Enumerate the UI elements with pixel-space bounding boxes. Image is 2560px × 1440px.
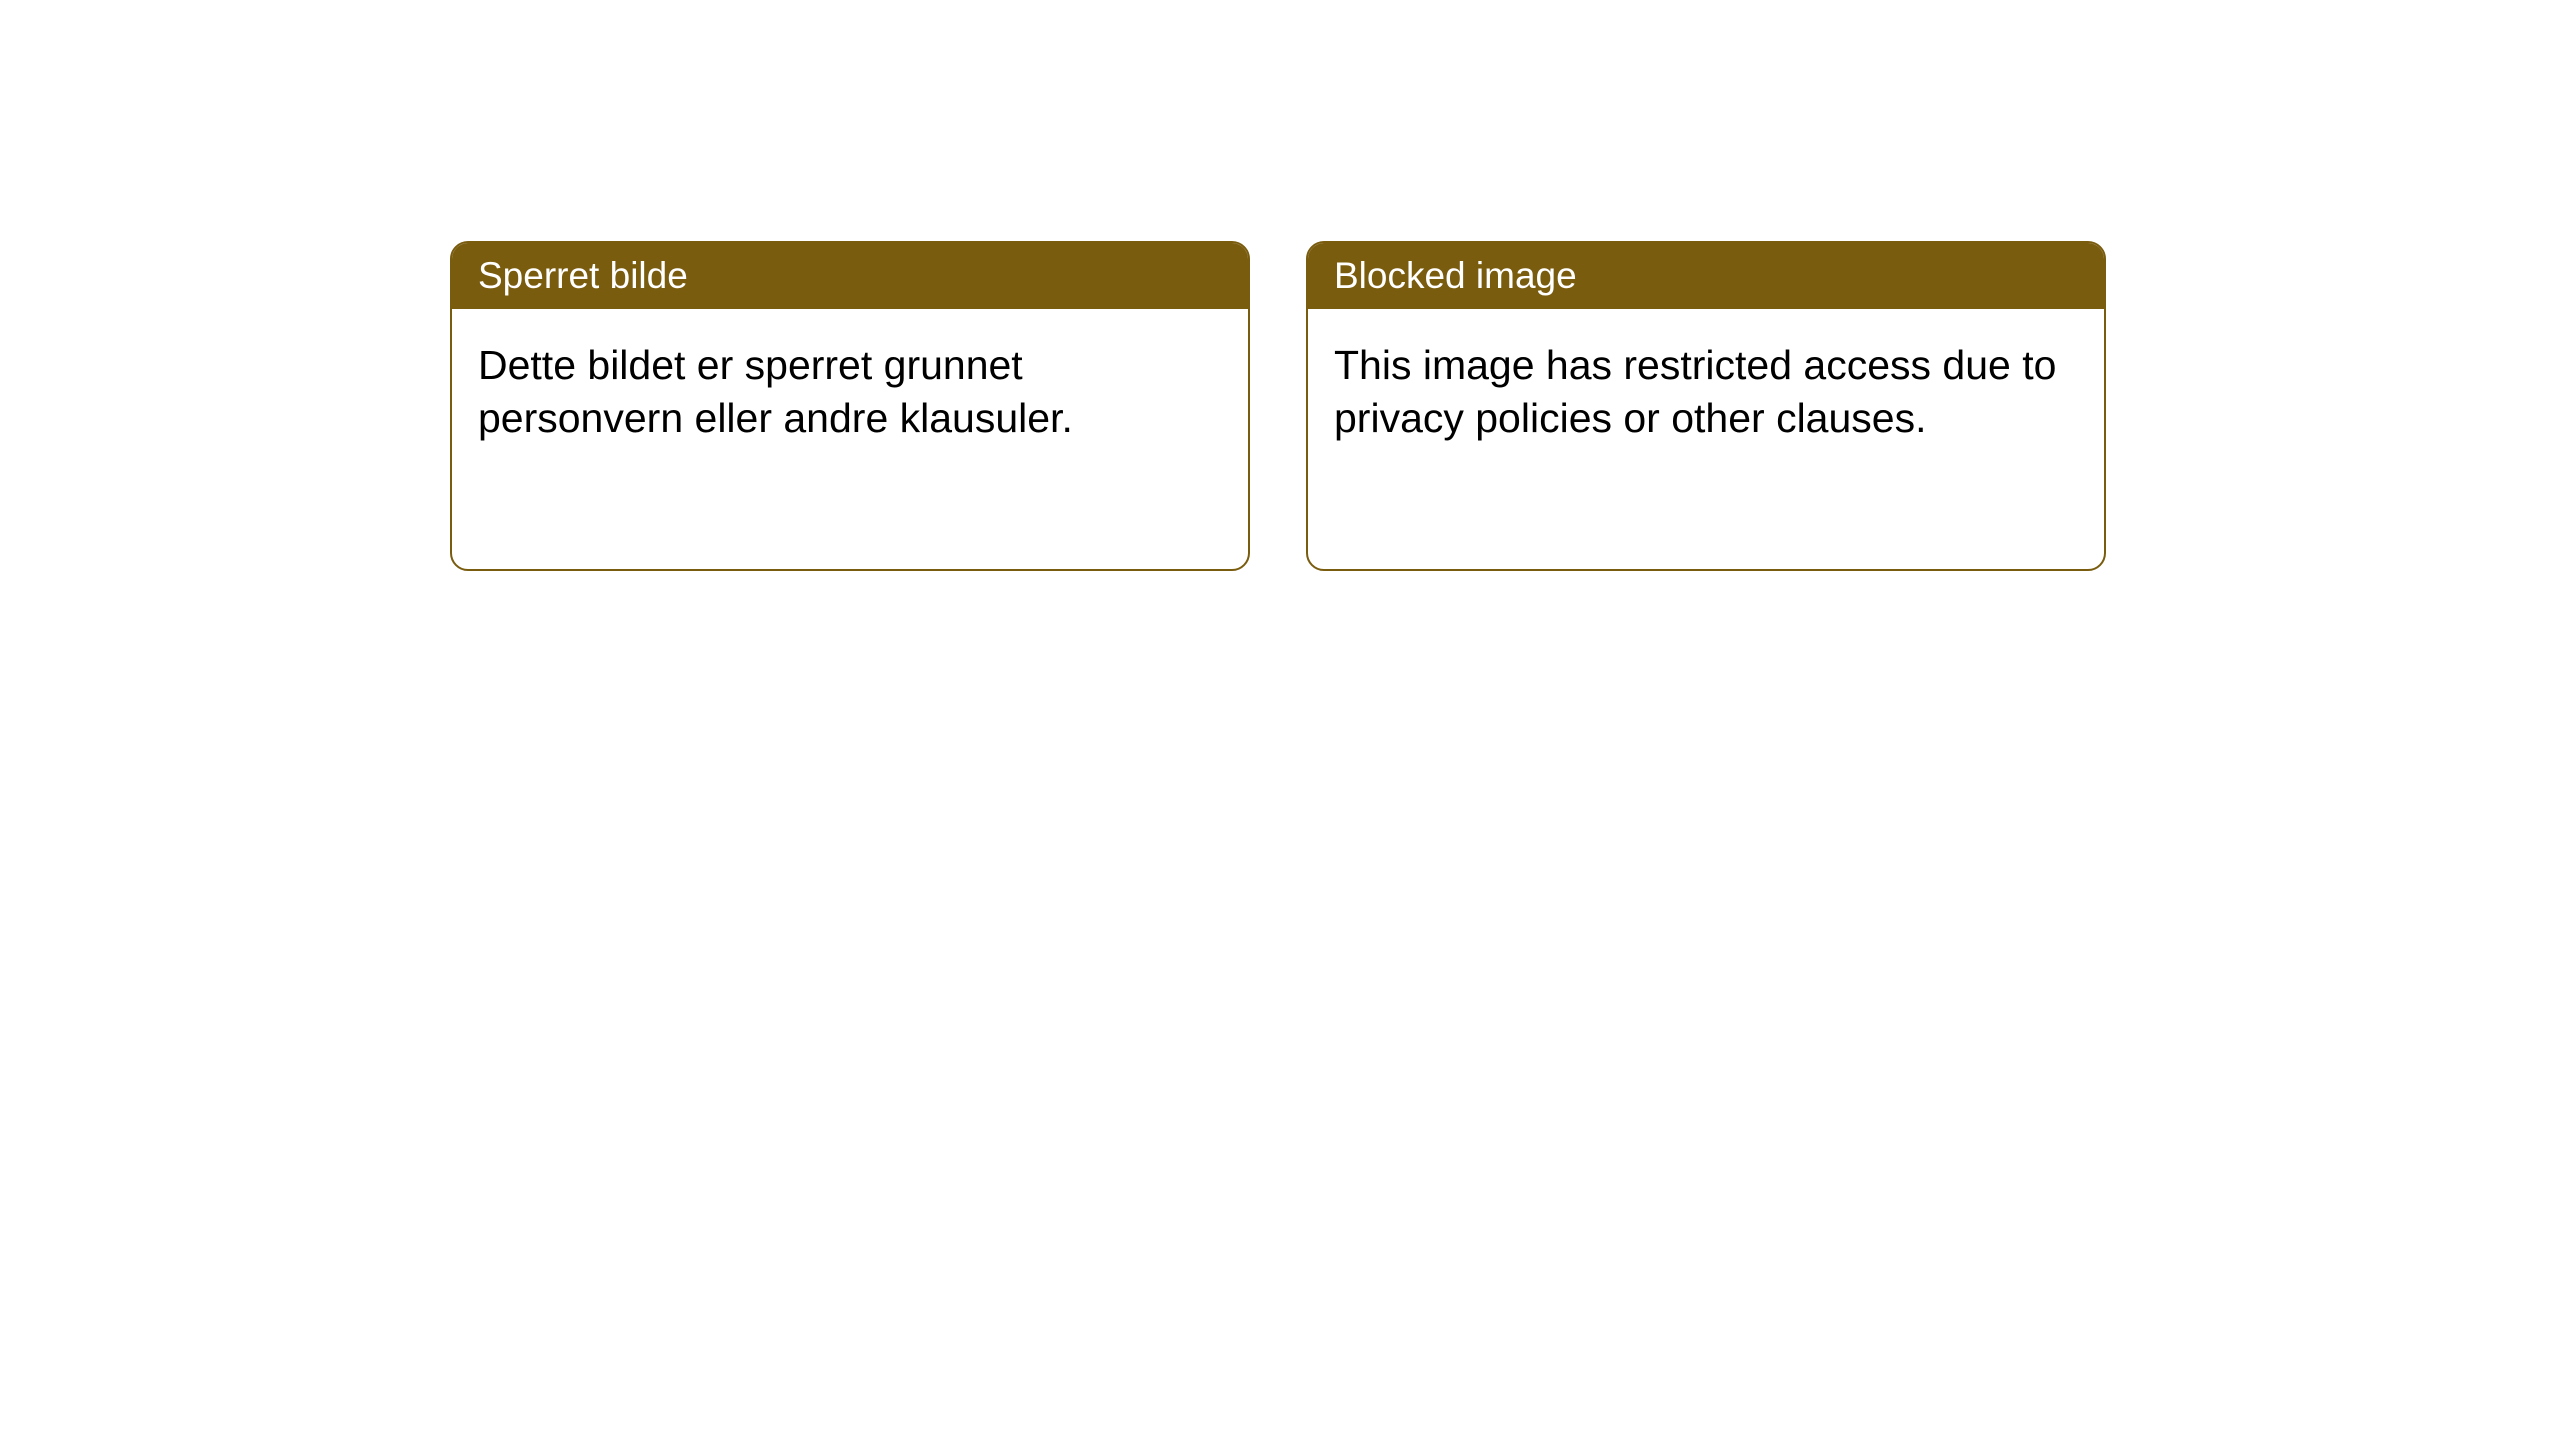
card-message: This image has restricted access due to … [1334,342,2056,441]
card-title: Blocked image [1334,255,1577,296]
card-header: Blocked image [1308,243,2104,309]
notice-card-container: Sperret bilde Dette bildet er sperret gr… [450,241,2106,571]
card-body: This image has restricted access due to … [1308,309,2104,569]
notice-card-norwegian: Sperret bilde Dette bildet er sperret gr… [450,241,1250,571]
card-message: Dette bildet er sperret grunnet personve… [478,342,1073,441]
card-body: Dette bildet er sperret grunnet personve… [452,309,1248,569]
card-header: Sperret bilde [452,243,1248,309]
card-title: Sperret bilde [478,255,688,296]
notice-card-english: Blocked image This image has restricted … [1306,241,2106,571]
